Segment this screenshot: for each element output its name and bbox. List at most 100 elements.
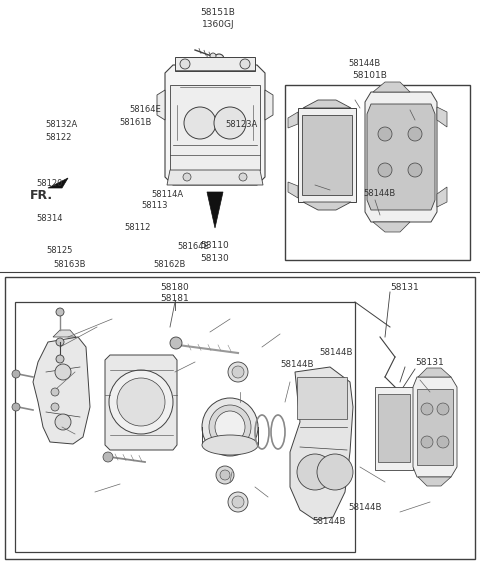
Text: 58131: 58131 [390,283,419,292]
Ellipse shape [202,398,258,456]
Circle shape [297,454,333,490]
Text: 58120: 58120 [36,179,62,188]
Polygon shape [373,222,410,232]
Text: 58122: 58122 [46,133,72,142]
Circle shape [220,470,230,480]
Bar [175,57,255,71]
Polygon shape [418,477,451,486]
Text: 58180: 58180 [161,283,190,292]
Text: 58151B: 58151B [201,7,235,16]
Circle shape [109,370,173,434]
Circle shape [232,366,244,378]
Text: 58164E: 58164E [178,242,209,251]
Polygon shape [437,187,447,207]
Text: 58131: 58131 [415,357,444,366]
Circle shape [240,59,250,69]
Circle shape [408,127,422,141]
Polygon shape [207,192,223,228]
Text: 58314: 58314 [36,214,62,223]
Polygon shape [288,112,298,128]
Circle shape [378,163,392,177]
Text: 58144B: 58144B [348,503,382,512]
Polygon shape [167,170,263,185]
Text: 58164E: 58164E [130,105,161,114]
Text: FR.: FR. [30,188,53,201]
Text: 1360GJ: 1360GJ [202,20,234,29]
Bar [5,277,475,559]
Text: 58144B: 58144B [281,360,314,369]
Bar [297,377,347,419]
Text: 58125: 58125 [47,246,73,255]
Circle shape [51,388,59,396]
Circle shape [56,308,64,316]
Circle shape [228,362,248,382]
Text: 58181: 58181 [161,293,190,302]
Circle shape [55,414,71,430]
Circle shape [378,127,392,141]
Text: 58144B: 58144B [348,59,381,68]
Bar [15,302,355,552]
Circle shape [55,364,71,380]
Text: 58163B: 58163B [54,260,86,269]
Text: 58130: 58130 [201,254,229,263]
Polygon shape [413,377,457,477]
Ellipse shape [215,411,245,443]
Ellipse shape [209,405,251,449]
Text: 58101B: 58101B [353,71,387,80]
Circle shape [437,436,449,448]
Polygon shape [418,368,451,377]
Circle shape [117,378,165,426]
Circle shape [12,403,20,411]
Circle shape [421,403,433,415]
Circle shape [408,163,422,177]
Bar [170,85,260,170]
Text: 58114A: 58114A [151,190,183,199]
Polygon shape [33,337,90,444]
Polygon shape [53,330,76,337]
Text: 58132A: 58132A [46,120,78,129]
Polygon shape [373,82,410,92]
Circle shape [214,107,246,139]
Circle shape [228,492,248,512]
Circle shape [216,466,234,484]
Circle shape [437,403,449,415]
Text: 58162B: 58162B [154,260,186,269]
Polygon shape [298,108,356,202]
Polygon shape [165,65,265,185]
Bar [285,85,470,260]
Text: 58112: 58112 [125,223,151,232]
Circle shape [421,436,433,448]
Circle shape [103,452,113,462]
Polygon shape [365,92,437,222]
Circle shape [239,173,247,181]
Bar [378,394,410,462]
Polygon shape [290,367,353,520]
Polygon shape [375,387,413,470]
Circle shape [170,337,182,349]
Circle shape [51,403,59,411]
Circle shape [317,454,353,490]
Circle shape [232,496,244,508]
Circle shape [12,370,20,378]
Polygon shape [265,90,273,120]
Circle shape [56,355,64,363]
Text: 58161B: 58161B [119,118,151,127]
Circle shape [210,53,216,59]
Polygon shape [157,90,165,120]
Circle shape [214,54,224,64]
Polygon shape [48,178,68,188]
Text: 58144B: 58144B [319,348,353,357]
Polygon shape [303,202,351,210]
Ellipse shape [202,435,258,455]
Polygon shape [437,107,447,127]
Bar [302,115,352,195]
Polygon shape [105,355,177,450]
Polygon shape [288,182,298,198]
Polygon shape [417,389,453,465]
Text: 58144B: 58144B [312,517,346,526]
Circle shape [180,59,190,69]
Text: 58144B: 58144B [363,189,396,198]
Text: 58113: 58113 [142,201,168,210]
Circle shape [183,173,191,181]
Text: 58123A: 58123A [226,120,258,129]
